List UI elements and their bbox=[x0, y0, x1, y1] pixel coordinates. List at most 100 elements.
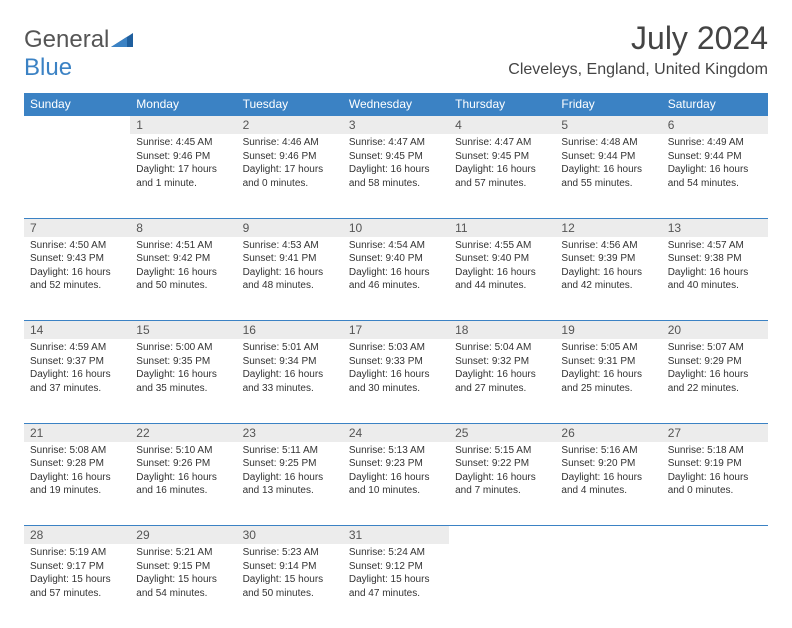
daylight-line: Daylight: 16 hours and 48 minutes. bbox=[243, 266, 337, 293]
day-cell: Sunrise: 4:59 AMSunset: 9:37 PMDaylight:… bbox=[24, 339, 130, 423]
weekday-header: Wednesday bbox=[343, 93, 449, 116]
daylight-line: Daylight: 15 hours and 54 minutes. bbox=[136, 573, 230, 600]
day-details: Sunrise: 5:21 AMSunset: 9:15 PMDaylight:… bbox=[130, 544, 236, 606]
sunrise-line: Sunrise: 5:05 AM bbox=[561, 341, 655, 355]
sunrise-line: Sunrise: 4:57 AM bbox=[668, 239, 762, 253]
day-details: Sunrise: 5:24 AMSunset: 9:12 PMDaylight:… bbox=[343, 544, 449, 606]
day-number: 3 bbox=[343, 116, 449, 135]
daylight-line: Daylight: 16 hours and 44 minutes. bbox=[455, 266, 549, 293]
day-details: Sunrise: 4:56 AMSunset: 9:39 PMDaylight:… bbox=[555, 237, 661, 299]
day-number: 29 bbox=[130, 526, 236, 545]
day-cell: Sunrise: 5:19 AMSunset: 9:17 PMDaylight:… bbox=[24, 544, 130, 628]
daylight-line: Daylight: 16 hours and 54 minutes. bbox=[668, 163, 762, 190]
sunset-line: Sunset: 9:28 PM bbox=[30, 457, 124, 471]
day-details: Sunrise: 4:59 AMSunset: 9:37 PMDaylight:… bbox=[24, 339, 130, 401]
day-cell: Sunrise: 4:50 AMSunset: 9:43 PMDaylight:… bbox=[24, 237, 130, 321]
day-cell: Sunrise: 4:45 AMSunset: 9:46 PMDaylight:… bbox=[130, 134, 236, 218]
day-number: 26 bbox=[555, 423, 661, 442]
calendar-table: SundayMondayTuesdayWednesdayThursdayFrid… bbox=[24, 93, 768, 628]
day-number: 23 bbox=[237, 423, 343, 442]
day-number-row: 78910111213 bbox=[24, 218, 768, 237]
calendar-head: SundayMondayTuesdayWednesdayThursdayFrid… bbox=[24, 93, 768, 116]
sunrise-line: Sunrise: 5:03 AM bbox=[349, 341, 443, 355]
day-cell: Sunrise: 4:46 AMSunset: 9:46 PMDaylight:… bbox=[237, 134, 343, 218]
sunset-line: Sunset: 9:29 PM bbox=[668, 355, 762, 369]
day-number: 16 bbox=[237, 321, 343, 340]
day-number: 25 bbox=[449, 423, 555, 442]
page-header: GeneralBlue July 2024 Cleveleys, England… bbox=[24, 20, 768, 89]
daylight-line: Daylight: 16 hours and 13 minutes. bbox=[243, 471, 337, 498]
sunset-line: Sunset: 9:19 PM bbox=[668, 457, 762, 471]
day-number: 19 bbox=[555, 321, 661, 340]
brand-part1: General bbox=[24, 26, 109, 53]
month-title: July 2024 bbox=[508, 20, 768, 57]
day-number-row: 28293031 bbox=[24, 526, 768, 545]
day-cell: Sunrise: 5:01 AMSunset: 9:34 PMDaylight:… bbox=[237, 339, 343, 423]
day-cell: Sunrise: 5:05 AMSunset: 9:31 PMDaylight:… bbox=[555, 339, 661, 423]
day-number-row: 123456 bbox=[24, 116, 768, 135]
day-number: 13 bbox=[662, 218, 768, 237]
day-details: Sunrise: 5:01 AMSunset: 9:34 PMDaylight:… bbox=[237, 339, 343, 401]
day-number: 22 bbox=[130, 423, 236, 442]
day-cell bbox=[555, 544, 661, 628]
title-block: July 2024 Cleveleys, England, United Kin… bbox=[508, 20, 768, 89]
day-number bbox=[24, 116, 130, 135]
day-content-row: Sunrise: 4:45 AMSunset: 9:46 PMDaylight:… bbox=[24, 134, 768, 218]
day-details: Sunrise: 5:07 AMSunset: 9:29 PMDaylight:… bbox=[662, 339, 768, 401]
day-number: 15 bbox=[130, 321, 236, 340]
sunset-line: Sunset: 9:46 PM bbox=[243, 150, 337, 164]
sunrise-line: Sunrise: 4:50 AM bbox=[30, 239, 124, 253]
day-details: Sunrise: 5:18 AMSunset: 9:19 PMDaylight:… bbox=[662, 442, 768, 504]
sunrise-line: Sunrise: 5:15 AM bbox=[455, 444, 549, 458]
calendar-body: 123456Sunrise: 4:45 AMSunset: 9:46 PMDay… bbox=[24, 116, 768, 628]
day-number: 21 bbox=[24, 423, 130, 442]
sunset-line: Sunset: 9:44 PM bbox=[561, 150, 655, 164]
sunset-line: Sunset: 9:45 PM bbox=[349, 150, 443, 164]
day-cell: Sunrise: 5:11 AMSunset: 9:25 PMDaylight:… bbox=[237, 442, 343, 526]
day-cell bbox=[449, 544, 555, 628]
sunrise-line: Sunrise: 4:53 AM bbox=[243, 239, 337, 253]
daylight-line: Daylight: 16 hours and 42 minutes. bbox=[561, 266, 655, 293]
day-cell: Sunrise: 5:15 AMSunset: 9:22 PMDaylight:… bbox=[449, 442, 555, 526]
day-cell: Sunrise: 5:04 AMSunset: 9:32 PMDaylight:… bbox=[449, 339, 555, 423]
day-details: Sunrise: 4:48 AMSunset: 9:44 PMDaylight:… bbox=[555, 134, 661, 196]
sunrise-line: Sunrise: 5:21 AM bbox=[136, 546, 230, 560]
daylight-line: Daylight: 16 hours and 16 minutes. bbox=[136, 471, 230, 498]
day-number: 7 bbox=[24, 218, 130, 237]
sunset-line: Sunset: 9:22 PM bbox=[455, 457, 549, 471]
sunrise-line: Sunrise: 5:10 AM bbox=[136, 444, 230, 458]
day-cell: Sunrise: 4:54 AMSunset: 9:40 PMDaylight:… bbox=[343, 237, 449, 321]
sunrise-line: Sunrise: 5:23 AM bbox=[243, 546, 337, 560]
day-cell bbox=[24, 134, 130, 218]
day-cell bbox=[662, 544, 768, 628]
weekday-row: SundayMondayTuesdayWednesdayThursdayFrid… bbox=[24, 93, 768, 116]
day-number: 24 bbox=[343, 423, 449, 442]
day-details: Sunrise: 4:47 AMSunset: 9:45 PMDaylight:… bbox=[449, 134, 555, 196]
day-number: 2 bbox=[237, 116, 343, 135]
day-content-row: Sunrise: 4:59 AMSunset: 9:37 PMDaylight:… bbox=[24, 339, 768, 423]
daylight-line: Daylight: 16 hours and 52 minutes. bbox=[30, 266, 124, 293]
location-text: Cleveleys, England, United Kingdom bbox=[508, 61, 768, 79]
daylight-line: Daylight: 16 hours and 40 minutes. bbox=[668, 266, 762, 293]
day-number: 8 bbox=[130, 218, 236, 237]
sunset-line: Sunset: 9:43 PM bbox=[30, 252, 124, 266]
sunset-line: Sunset: 9:39 PM bbox=[561, 252, 655, 266]
day-number: 12 bbox=[555, 218, 661, 237]
daylight-line: Daylight: 16 hours and 30 minutes. bbox=[349, 368, 443, 395]
day-cell: Sunrise: 4:49 AMSunset: 9:44 PMDaylight:… bbox=[662, 134, 768, 218]
day-details: Sunrise: 5:15 AMSunset: 9:22 PMDaylight:… bbox=[449, 442, 555, 504]
day-details: Sunrise: 5:16 AMSunset: 9:20 PMDaylight:… bbox=[555, 442, 661, 504]
triangle-icon bbox=[111, 26, 133, 54]
sunset-line: Sunset: 9:15 PM bbox=[136, 560, 230, 574]
day-details: Sunrise: 4:54 AMSunset: 9:40 PMDaylight:… bbox=[343, 237, 449, 299]
day-cell: Sunrise: 4:51 AMSunset: 9:42 PMDaylight:… bbox=[130, 237, 236, 321]
day-number: 6 bbox=[662, 116, 768, 135]
day-number bbox=[555, 526, 661, 545]
sunrise-line: Sunrise: 4:59 AM bbox=[30, 341, 124, 355]
day-cell: Sunrise: 5:10 AMSunset: 9:26 PMDaylight:… bbox=[130, 442, 236, 526]
daylight-line: Daylight: 17 hours and 0 minutes. bbox=[243, 163, 337, 190]
daylight-line: Daylight: 16 hours and 58 minutes. bbox=[349, 163, 443, 190]
day-details: Sunrise: 4:53 AMSunset: 9:41 PMDaylight:… bbox=[237, 237, 343, 299]
day-details: Sunrise: 5:08 AMSunset: 9:28 PMDaylight:… bbox=[24, 442, 130, 504]
day-number: 10 bbox=[343, 218, 449, 237]
